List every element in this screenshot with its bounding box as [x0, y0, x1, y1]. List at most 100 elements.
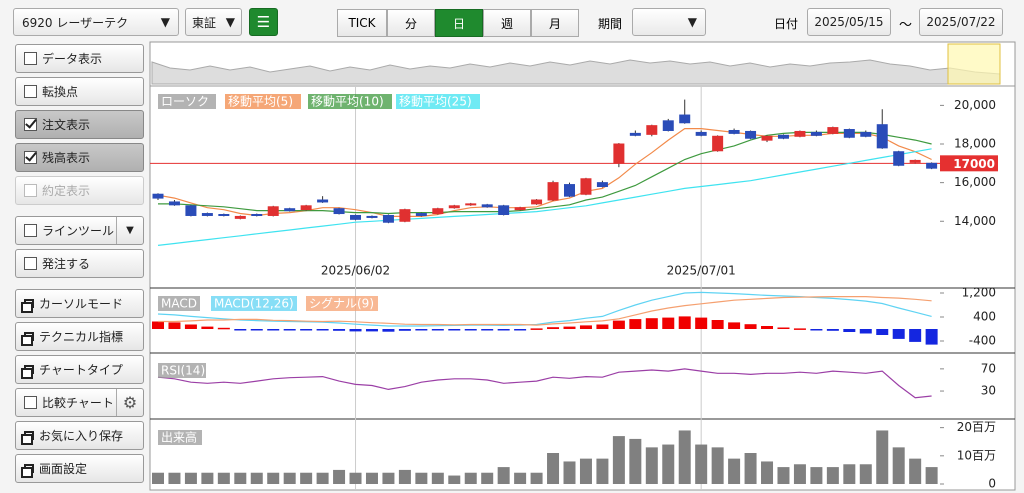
volume-bar [365, 472, 378, 484]
interval-button[interactable]: 週 [483, 9, 531, 37]
sidebar-button[interactable]: テクニカル指標 [15, 322, 144, 351]
sidebar-button[interactable]: ラインツール ▼ [15, 216, 144, 245]
macd-histogram-bar [152, 321, 164, 329]
list-button[interactable]: ☰ [249, 8, 278, 36]
macd-histogram-bar [184, 324, 197, 329]
candle-body [777, 134, 789, 139]
volume-bar [909, 458, 922, 484]
volume-bar [349, 472, 362, 484]
candle-body [234, 215, 246, 219]
date-to[interactable]: 2025/07/22 [919, 8, 1003, 36]
volume-bar [415, 472, 428, 484]
macd-histogram-bar [859, 329, 872, 334]
candle-body [366, 215, 378, 218]
window-icon [21, 431, 34, 445]
sidebar-button[interactable]: お気に入り保存 [15, 421, 144, 450]
macd-histogram-bar [728, 322, 741, 329]
date-from-text: 2025/05/15 [814, 15, 884, 29]
macd-histogram-bar [612, 320, 625, 329]
sidebar-button[interactable]: チャートタイプ [15, 355, 144, 384]
candle-body [695, 131, 707, 136]
candle-body [827, 127, 839, 134]
sidebar-button[interactable]: 画面設定 [15, 454, 144, 483]
volume-bar [448, 475, 461, 484]
macd-histogram-bar [579, 325, 592, 329]
volume-bar [464, 472, 477, 484]
volume-bar [267, 472, 280, 484]
candle-body [382, 214, 394, 223]
legend-label: MACD(12,26) [214, 297, 294, 311]
volume-bar [514, 472, 527, 484]
legend-label: MACD [161, 297, 197, 311]
candle-body [547, 182, 559, 201]
interval-label: 月 [548, 16, 561, 31]
sidebar-button[interactable]: カーソルモード [15, 289, 144, 318]
y-tick-label: 16,000 [954, 175, 996, 189]
volume-bar [876, 430, 889, 484]
interval-button[interactable]: TICK [337, 9, 387, 37]
candle-body [629, 132, 641, 136]
dropdown-arrow[interactable]: ▼ [116, 217, 143, 244]
market-select[interactable]: 東証 ▼ [185, 8, 242, 36]
sidebar-button[interactable]: 残高表示 [15, 143, 144, 172]
candle-body [432, 208, 444, 215]
candle-body [168, 201, 180, 206]
interval-button[interactable]: 月 [531, 9, 579, 37]
sidebar-button[interactable]: 注文表示 [15, 110, 144, 139]
sidebar-label: テクニカル指標 [39, 330, 124, 344]
candle-body [350, 214, 362, 220]
checkbox [24, 151, 37, 164]
interval-button[interactable]: 分 [387, 9, 435, 37]
volume-bar [579, 458, 592, 484]
price-line-label: 17000 [953, 157, 995, 171]
interval-button[interactable]: 日 [435, 9, 483, 37]
candle-body [333, 208, 345, 215]
symbol-select[interactable]: 6920 レーザーテク ▼ [13, 8, 179, 36]
market: 東証 [192, 15, 217, 30]
checkbox [24, 224, 37, 237]
volume-bar [826, 467, 839, 484]
macd-histogram-bar [695, 317, 708, 329]
window-icon [21, 365, 34, 379]
sidebar-button[interactable]: 比較チャート ⚙ [15, 388, 144, 417]
sidebar-button[interactable]: データ表示 [15, 44, 144, 73]
overview-range[interactable] [947, 43, 1001, 85]
volume-bar [398, 469, 411, 484]
macd-histogram-bar [909, 329, 922, 342]
checkbox [24, 257, 37, 270]
macd-histogram-bar [876, 329, 889, 335]
macd-histogram-bar [925, 329, 938, 345]
macd-histogram-bar [415, 329, 428, 331]
period-select[interactable]: ▼ [632, 8, 706, 36]
macd-histogram-bar [514, 329, 527, 331]
volume-bar [859, 464, 872, 484]
checkbox [24, 396, 37, 409]
candle-body [201, 213, 213, 216]
sidebar-label: 画面設定 [39, 462, 88, 476]
sidebar-label: カーソルモード [39, 297, 124, 311]
price-line-box [940, 155, 998, 172]
sidebar-button[interactable]: 発注する [15, 249, 144, 278]
candle-body [662, 120, 674, 131]
legend-chip [158, 363, 206, 378]
gear-icon[interactable]: ⚙ [116, 389, 143, 416]
macd-histogram-bar [398, 329, 411, 331]
interval-label: 分 [404, 16, 417, 31]
volume-bar [547, 453, 560, 484]
candle-body [909, 159, 921, 163]
y-tick-label: 14,000 [954, 214, 996, 228]
y-tick-label: -400 [969, 334, 996, 348]
date-separator: ～ [899, 18, 913, 33]
sidebar-button[interactable]: 転換点 [15, 77, 144, 106]
candle-body [415, 213, 427, 216]
macd-histogram-bar [662, 317, 675, 329]
volume-bar [793, 464, 806, 484]
volume-bar [892, 447, 905, 484]
legend-chip [308, 94, 392, 109]
sidebar-label: お気に入り保存 [39, 429, 124, 443]
volume-bar [678, 430, 691, 484]
volume-bar [711, 447, 724, 484]
date-from[interactable]: 2025/05/15 [807, 8, 891, 36]
candle-body [843, 129, 855, 138]
